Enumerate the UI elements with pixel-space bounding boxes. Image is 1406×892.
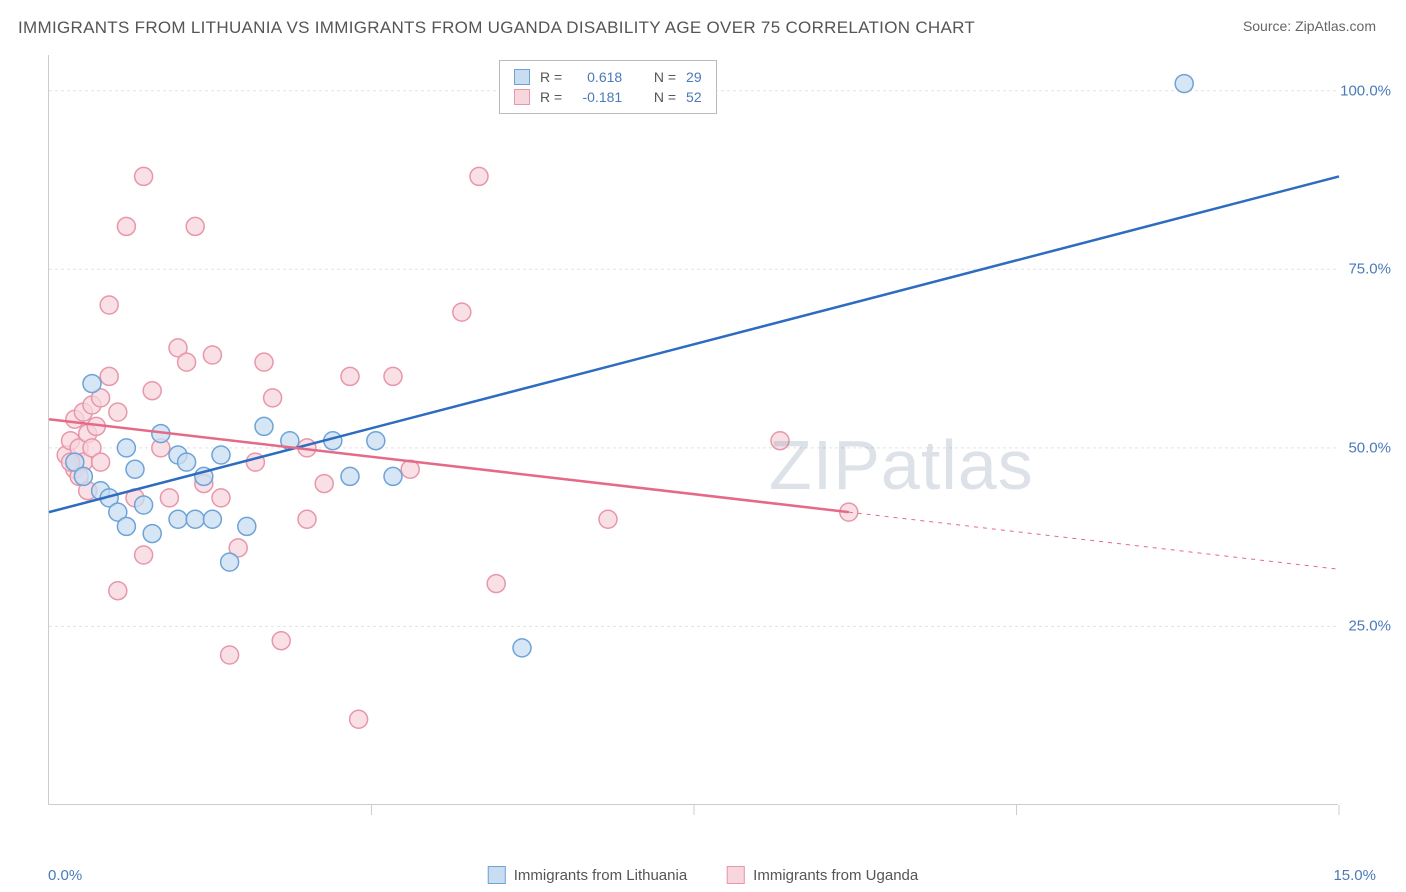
y-tick-label: 75.0% bbox=[1348, 261, 1391, 278]
x-tick-right: 15.0% bbox=[1333, 867, 1376, 884]
source-label: Source: bbox=[1243, 18, 1295, 34]
series-legend: Immigrants from Lithuania Immigrants fro… bbox=[488, 866, 918, 884]
scatter-plot-svg bbox=[49, 55, 1339, 805]
correlation-swatch bbox=[514, 89, 530, 105]
source-attribution: Source: ZipAtlas.com bbox=[1243, 18, 1376, 34]
n-value: 29 bbox=[686, 69, 702, 85]
chart-title: IMMIGRANTS FROM LITHUANIA VS IMMIGRANTS … bbox=[18, 18, 975, 38]
correlation-swatch bbox=[514, 69, 530, 85]
y-tick-label: 25.0% bbox=[1348, 618, 1391, 635]
n-value: 52 bbox=[686, 89, 702, 105]
swatch-lithuania bbox=[488, 866, 506, 884]
r-value: -0.181 bbox=[572, 89, 622, 105]
y-tick-label: 100.0% bbox=[1340, 82, 1391, 99]
x-tick-left: 0.0% bbox=[48, 867, 82, 884]
correlation-row: R = -0.181 N = 52 bbox=[514, 87, 702, 107]
correlation-row: R = 0.618 N = 29 bbox=[514, 67, 702, 87]
legend-label-uganda: Immigrants from Uganda bbox=[753, 867, 918, 884]
r-value: 0.618 bbox=[572, 69, 622, 85]
y-tick-label: 50.0% bbox=[1348, 439, 1391, 456]
source-name: ZipAtlas.com bbox=[1295, 18, 1376, 34]
legend-label-lithuania: Immigrants from Lithuania bbox=[514, 867, 687, 884]
plot-area: R = 0.618 N = 29R = -0.181 N = 52 ZIPatl… bbox=[48, 55, 1338, 805]
correlation-legend: R = 0.618 N = 29R = -0.181 N = 52 bbox=[499, 60, 717, 114]
legend-item-uganda: Immigrants from Uganda bbox=[727, 866, 918, 884]
swatch-uganda bbox=[727, 866, 745, 884]
legend-item-lithuania: Immigrants from Lithuania bbox=[488, 866, 687, 884]
